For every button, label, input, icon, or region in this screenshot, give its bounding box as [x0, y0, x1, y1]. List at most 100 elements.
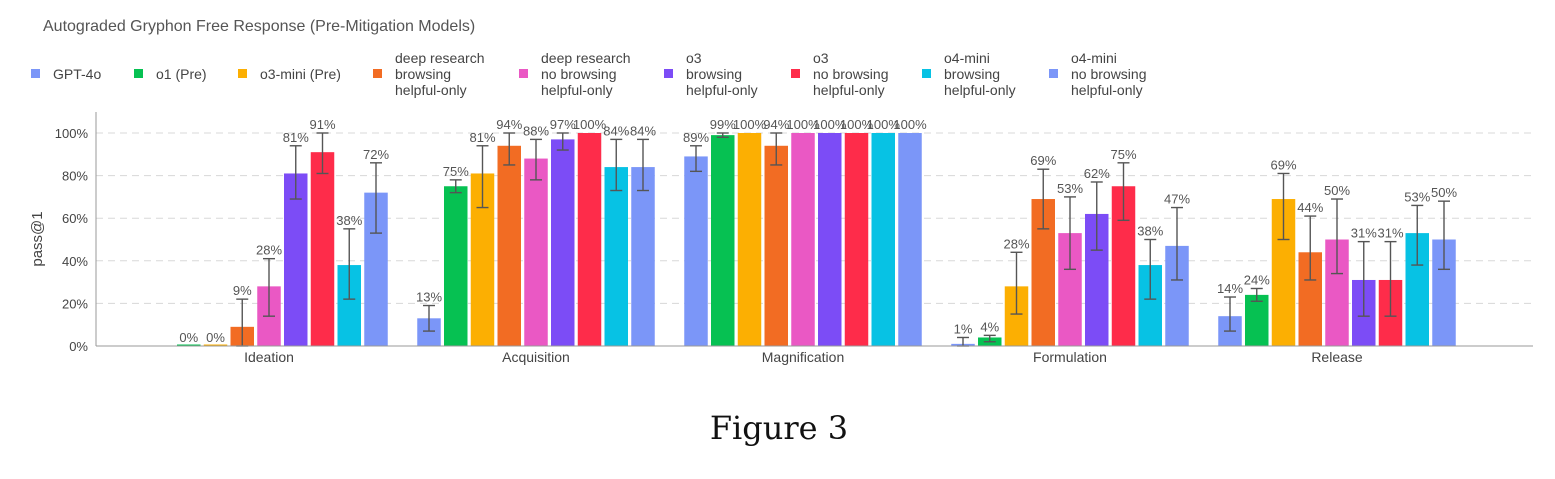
legend-label: helpful-only [944, 82, 1016, 98]
legend-label: browsing [395, 66, 451, 82]
x-category-label: Magnification [762, 349, 845, 365]
bar [1405, 233, 1429, 346]
bar [844, 133, 869, 346]
legend-label: deep research [541, 50, 631, 66]
data-label: 62% [1084, 166, 1110, 181]
data-label: 0% [179, 330, 198, 345]
legend-label: no browsing [813, 66, 889, 82]
error-bar [289, 145, 302, 200]
data-label: 53% [1057, 181, 1083, 196]
legend-label: helpful-only [1071, 82, 1143, 98]
bar [310, 152, 335, 346]
bar [631, 167, 655, 346]
y-tick-label: 80% [62, 169, 88, 184]
data-label: 38% [1137, 224, 1163, 239]
legend-label: deep research [395, 50, 485, 66]
error-bar [770, 132, 783, 166]
legend-swatch [134, 69, 143, 78]
data-label: 69% [1030, 153, 1056, 168]
data-label: 0% [206, 330, 225, 345]
error-bar [476, 145, 489, 209]
bar [737, 133, 762, 346]
bar [684, 156, 708, 346]
error-bar [263, 257, 275, 317]
x-category-label: Acquisition [502, 349, 570, 365]
error-bar [503, 132, 516, 166]
data-label: 75% [1110, 147, 1136, 162]
bar [497, 145, 521, 346]
bar [711, 135, 735, 346]
y-tick-label: 0% [69, 339, 88, 354]
bar [1165, 245, 1189, 346]
y-axis-label: pass@1 [29, 211, 46, 266]
legend-label: o3-mini (Pre) [260, 66, 341, 82]
legend-swatch [31, 69, 40, 78]
legend-swatch [1049, 69, 1058, 78]
legend-label: o3 [686, 50, 702, 66]
error-bar [1250, 287, 1263, 302]
bar [577, 133, 602, 346]
bar [1138, 265, 1162, 346]
legend-item: GPT-4o [31, 66, 101, 82]
legend-label: helpful-only [541, 82, 613, 98]
data-label: 31% [1377, 226, 1403, 241]
error-bar [1224, 296, 1236, 332]
error-bar [316, 132, 329, 175]
error-bar [1144, 238, 1157, 300]
error-bar [1090, 181, 1103, 251]
data-label: 38% [336, 213, 362, 228]
data-label: 91% [309, 117, 335, 132]
data-label: 97% [550, 117, 576, 132]
error-bar [530, 138, 542, 181]
data-label: 50% [1431, 185, 1457, 200]
bar [1245, 294, 1269, 346]
legend-label: no browsing [541, 66, 617, 82]
error-bar [423, 304, 435, 332]
data-label: 100% [867, 117, 901, 132]
error-bars [236, 132, 1450, 347]
bar [1111, 186, 1136, 346]
bar [203, 344, 228, 346]
error-bar [983, 334, 996, 343]
legend-label: o3 [813, 50, 829, 66]
error-bar [610, 138, 623, 192]
error-bar [1010, 251, 1023, 315]
data-label: 100% [786, 117, 820, 132]
y-tick-label: 100% [55, 126, 89, 141]
data-label: 1% [954, 321, 973, 336]
bar [337, 265, 361, 346]
bar [818, 133, 842, 346]
bar [364, 192, 388, 346]
bar [1271, 199, 1296, 346]
legend-swatch [791, 69, 800, 78]
bar [1031, 199, 1055, 346]
error-bar [370, 162, 382, 234]
error-bar [1384, 240, 1397, 317]
data-labels: 0% 0%9%28%81%91%38%72%13%75%81%94% 88% 97%1… [179, 117, 1457, 345]
data-label: 47% [1164, 192, 1190, 207]
error-bar [1411, 204, 1424, 266]
legend-swatch [664, 69, 673, 78]
data-label: 84% [603, 123, 629, 138]
legend-label: browsing [944, 66, 1000, 82]
error-bar [1037, 168, 1050, 230]
data-label: 94% [763, 117, 789, 132]
data-label: 4% [980, 319, 999, 334]
bar [444, 186, 468, 346]
error-bar [343, 228, 356, 300]
error-bar [637, 138, 649, 192]
bar [417, 318, 441, 346]
data-label: 75% [443, 164, 469, 179]
bar [791, 133, 815, 346]
bar [1432, 239, 1456, 346]
legend-label: helpful-only [813, 82, 885, 98]
legend-label: o1 (Pre) [156, 66, 207, 82]
error-bar [1277, 172, 1290, 241]
data-label: 69% [1270, 157, 1296, 172]
error-bar [556, 132, 569, 151]
bar [551, 139, 575, 346]
